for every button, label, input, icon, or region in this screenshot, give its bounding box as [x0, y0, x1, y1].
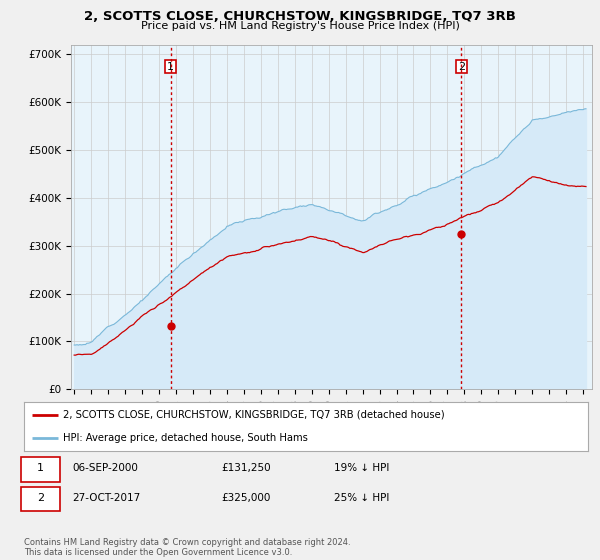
Text: 2: 2 [458, 62, 465, 72]
Text: Contains HM Land Registry data © Crown copyright and database right 2024.
This d: Contains HM Land Registry data © Crown c… [24, 538, 350, 557]
Text: 2: 2 [37, 493, 44, 503]
Text: 1: 1 [37, 463, 44, 473]
Text: 06-SEP-2000: 06-SEP-2000 [72, 463, 138, 473]
Text: 2, SCOTTS CLOSE, CHURCHSTOW, KINGSBRIDGE, TQ7 3RB: 2, SCOTTS CLOSE, CHURCHSTOW, KINGSBRIDGE… [84, 10, 516, 23]
FancyBboxPatch shape [21, 487, 59, 511]
Text: 25% ↓ HPI: 25% ↓ HPI [334, 493, 389, 503]
Text: 19% ↓ HPI: 19% ↓ HPI [334, 463, 389, 473]
Text: Price paid vs. HM Land Registry's House Price Index (HPI): Price paid vs. HM Land Registry's House … [140, 21, 460, 31]
FancyBboxPatch shape [21, 457, 59, 482]
Text: 2, SCOTTS CLOSE, CHURCHSTOW, KINGSBRIDGE, TQ7 3RB (detached house): 2, SCOTTS CLOSE, CHURCHSTOW, KINGSBRIDGE… [64, 410, 445, 420]
Text: HPI: Average price, detached house, South Hams: HPI: Average price, detached house, Sout… [64, 433, 308, 444]
Text: £325,000: £325,000 [221, 493, 271, 503]
Text: 27-OCT-2017: 27-OCT-2017 [72, 493, 140, 503]
Text: 1: 1 [167, 62, 174, 72]
Text: £131,250: £131,250 [221, 463, 271, 473]
